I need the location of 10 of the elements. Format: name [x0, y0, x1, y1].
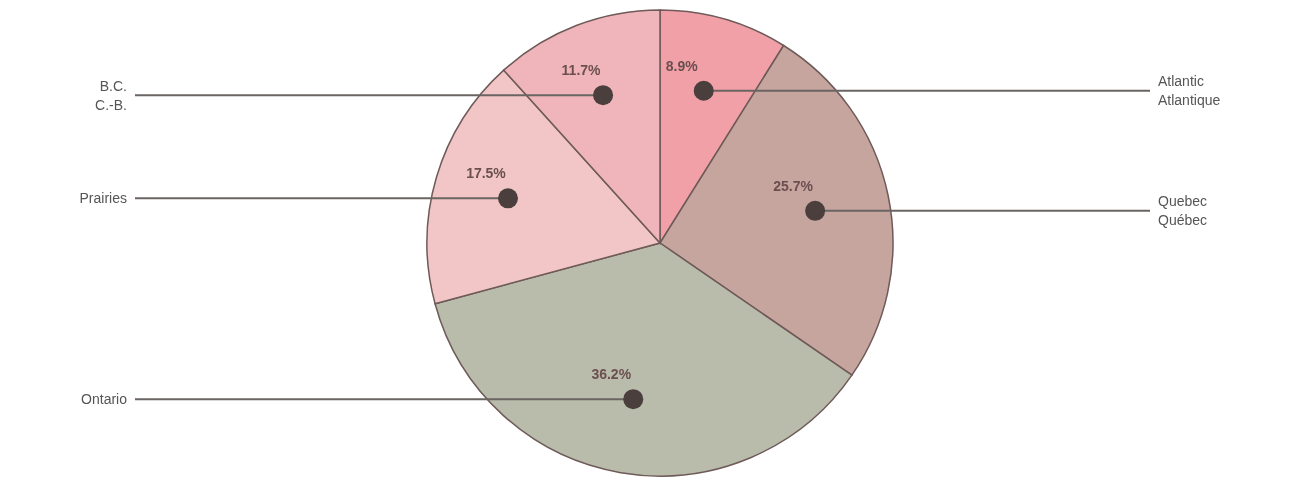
data-label: 11.7%: [561, 62, 602, 79]
slice-label: Ontario: [81, 391, 128, 408]
slice-label: Atlantic Atlantique: [1158, 73, 1221, 109]
data-label: 8.9%: [665, 57, 699, 74]
slice-label: B.C. C.-B.: [95, 77, 127, 113]
slice-label: Prairies: [79, 190, 127, 207]
data-label: 17.5%: [466, 165, 507, 182]
data-label: 25.7%: [773, 177, 814, 194]
data-label: 36.2%: [591, 366, 632, 383]
slice-label: Quebec Québec: [1158, 193, 1208, 229]
